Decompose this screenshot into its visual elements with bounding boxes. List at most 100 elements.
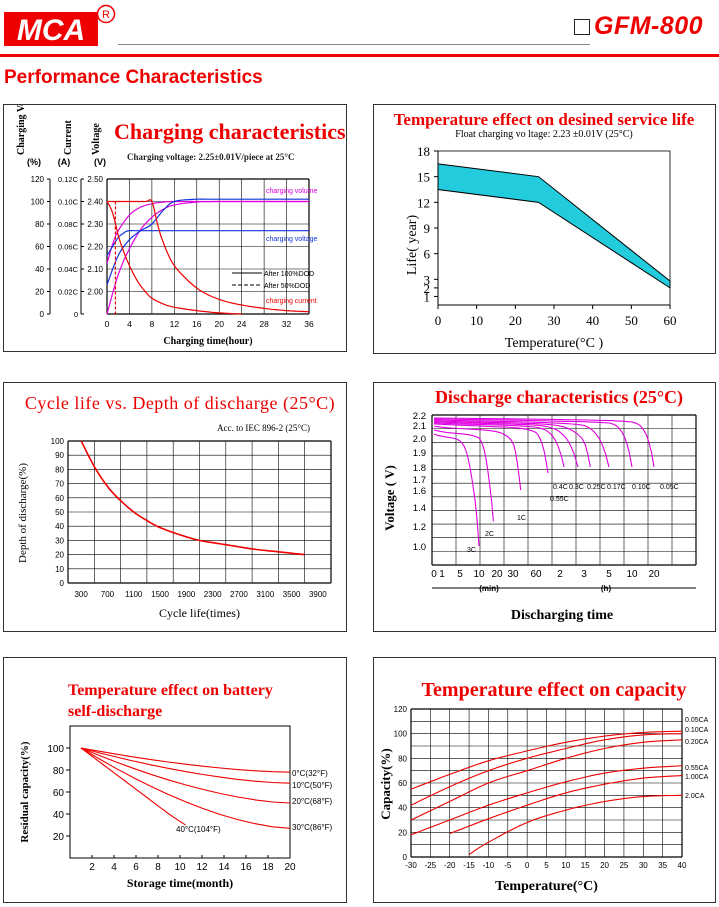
discharge-y-tick: 1.7 (413, 475, 426, 486)
charging-axis-title: Charging Volume (16, 105, 27, 155)
discharge-curve-label: 0.3C (569, 484, 584, 491)
charging-xlabel: Charging time(hour) (163, 336, 252, 347)
selfdis-series-line (80, 747, 291, 829)
header-divider (118, 44, 590, 45)
charging-axis-unit: (%) (27, 157, 41, 167)
discharge-y-tick: 1.4 (413, 503, 426, 514)
discharge-y-tick: 1.2 (413, 522, 426, 533)
svg-text:R: R (102, 9, 110, 21)
cycle-x-tick: 1900 (177, 590, 195, 599)
discharge-series-line (433, 433, 480, 547)
selfdis-x-tick: 18 (262, 862, 274, 873)
tempcap-title: Temperature effect on capacity (422, 679, 687, 701)
cycle-series-line (80, 440, 305, 556)
templife-x-tick: 0 (435, 313, 442, 328)
cycle-x-tick: 700 (101, 590, 115, 599)
tempcap-x-tick: -20 (444, 861, 456, 870)
selfdis-x-tick: 14 (218, 862, 230, 873)
charging-volume-label: charging volume (266, 188, 317, 195)
discharge-curve-label: 0.4C (553, 484, 568, 491)
templife-y-tick: 6 (424, 247, 431, 262)
charging-volume-tick: 120 (31, 175, 45, 184)
svg-text:MCA: MCA (17, 14, 85, 47)
tempcap-x-tick: 30 (639, 861, 648, 870)
temp-capacity-chart: Temperature effect on capacity 0 20 40 60 80 1… (378, 679, 709, 894)
tempcap-x-tick: -25 (425, 861, 437, 870)
charging-x-tick: 4 (127, 319, 132, 329)
cycle-y-tick: 10 (55, 565, 64, 574)
charging-x-tick: 32 (282, 319, 292, 329)
charging-current-label: charging current (266, 298, 317, 305)
charging-axis-title: Voltage (91, 123, 102, 155)
selfdis-x-tick: 12 (196, 862, 208, 873)
selfdis-x-tick: 2 (89, 862, 95, 873)
templife-x-tick: 10 (470, 313, 483, 328)
tempcap-series-line (410, 765, 683, 836)
templife-y-tick: 12 (417, 195, 430, 210)
charging-volume-tick: 80 (35, 220, 44, 229)
tempcap-x-tick: 5 (544, 861, 549, 870)
selfdis-x-tick: 6 (133, 862, 139, 873)
tempcap-series-label: 0.20CA (685, 739, 709, 746)
temp-capacity-panel: Temperature effect on capacity 0 20 40 60 80 1… (373, 657, 716, 903)
charging-x-tick: 20 (214, 319, 224, 329)
discharge-x-tick: 2 (557, 569, 563, 580)
tempcap-x-tick: 40 (678, 861, 687, 870)
templife-band (437, 163, 671, 289)
discharge-ylabel: Voltage ( V) (382, 465, 397, 531)
cycle-y-tick: 20 (55, 551, 64, 560)
charging-chart: Charging characteristics Charging voltage… (16, 79, 346, 347)
cycle-y-tick: 60 (55, 494, 64, 503)
charging-axis-title: Current (63, 120, 74, 155)
tempcap-series-label: 0.10CA (685, 727, 709, 734)
self-discharge-chart: Temperature effect on battery self-discha… (19, 682, 333, 890)
charging-current-tick: 0.08C (58, 220, 79, 229)
charging-series-line (106, 198, 309, 285)
tempcap-y-tick: 60 (398, 779, 407, 788)
templife-y-tick: 15 (417, 170, 430, 185)
selfdis-frame (69, 725, 291, 859)
discharge-y-tick: 2.2 (413, 411, 426, 422)
cycle-y-tick: 100 (51, 437, 65, 446)
discharge-x-tick: 0 (431, 569, 437, 580)
discharge-x-tick: 30 (507, 569, 519, 580)
tempcap-y-tick: 20 (398, 828, 407, 837)
charging-volume-tick: 40 (35, 265, 44, 274)
discharge-curve-label: 0.25C (587, 484, 606, 491)
discharge-x-tick: 10 (626, 569, 638, 580)
selfdis-series-line (80, 747, 291, 784)
discharge-y-tick: 2.1 (413, 421, 426, 432)
charging-voltage-tick: 2.20 (87, 243, 103, 252)
charging-voltage-label: charging voltage (266, 236, 317, 243)
discharge-xlabel: Discharging time (511, 608, 613, 623)
discharge-x-tick: 20 (648, 569, 660, 580)
charging-x-tick: 36 (304, 319, 314, 329)
discharge-x-tick: 3 (581, 569, 587, 580)
discharge-series-line (434, 425, 522, 491)
cycle-life-panel: Cycle life vs. Depth of discharge (25°C)… (3, 382, 347, 632)
discharge-series-line (434, 421, 579, 468)
charging-axis-unit: (V) (94, 157, 106, 167)
discharge-series-line (434, 417, 655, 468)
selfdis-ylabel: Residual capacity(%) (19, 741, 31, 842)
cycle-x-tick: 2300 (204, 590, 222, 599)
selfdis-y-tick: 40 (53, 810, 65, 821)
cycle-title: Cycle life vs. Depth of discharge (25°C) (25, 393, 335, 414)
discharge-y-tick: 1.0 (413, 542, 426, 553)
charging-panel: Charging characteristics Charging voltage… (3, 79, 347, 352)
selfdis-title-line2: self-discharge (68, 703, 162, 720)
selfdis-x-tick: 4 (111, 862, 117, 873)
brand-logo: MCA (4, 12, 98, 47)
charging-x-tick: 28 (259, 319, 269, 329)
selfdis-series-label: 20°C(68°F) (292, 797, 333, 806)
tempcap-x-tick: -10 (483, 861, 495, 870)
templife-x-tick: 30 (548, 313, 561, 328)
tempcap-ylabel: Capacity(%) (378, 748, 393, 820)
charging-x-tick: 16 (192, 319, 202, 329)
tempcap-y-tick: 0 (403, 853, 408, 862)
cycle-x-tick: 3500 (283, 590, 301, 599)
tempcap-series-line (410, 730, 683, 790)
templife-x-tick: 20 (509, 313, 522, 328)
tempcap-series-line (449, 775, 683, 835)
discharge-curve-label: 0.10C (632, 484, 651, 491)
